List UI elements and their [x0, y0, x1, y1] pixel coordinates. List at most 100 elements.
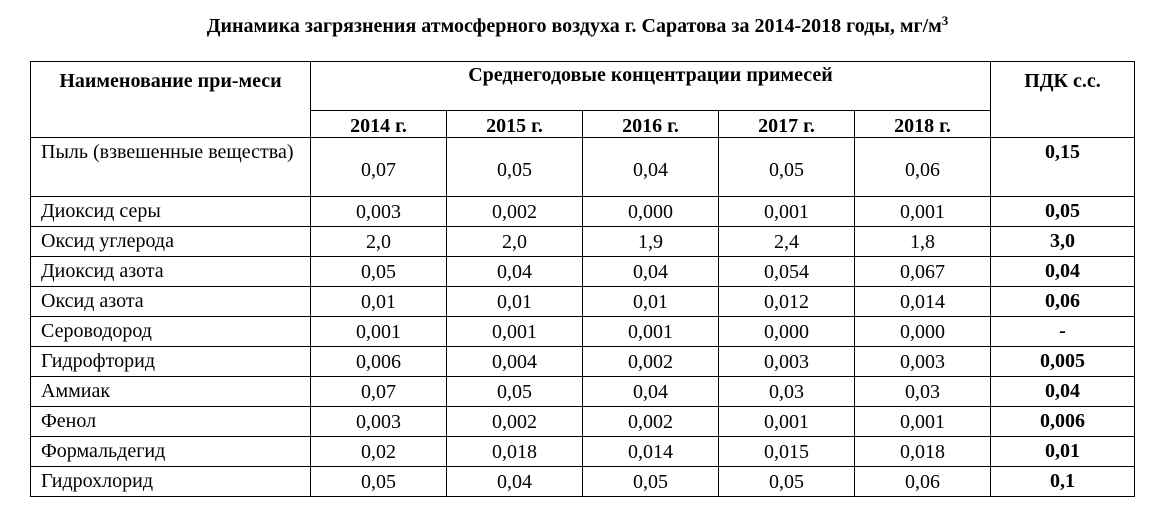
concentration-cell: 0,000 [853, 316, 992, 347]
concentration-cell: 1,8 [853, 226, 992, 257]
concentration-cell: 0,001 [718, 196, 855, 227]
concentration-cell: 0,003 [853, 346, 992, 377]
table-row: Оксид азота 0,01 0,01 0,01 0,012 0,014 0,06 [30, 286, 1136, 317]
concentration-cell: 0,004 [446, 346, 583, 377]
concentration-cell: 0,002 [582, 406, 719, 437]
pdk-cell: 0,04 [990, 376, 1136, 407]
concentration-cell: 0,05 [718, 137, 855, 197]
concentration-cell: 0,07 [310, 376, 447, 407]
substance-name-cell: Оксид углерода [30, 226, 311, 257]
concentration-cell: 0,02 [310, 436, 447, 467]
concentration-cell: 0,01 [446, 286, 583, 317]
concentration-cell: 0,003 [718, 346, 855, 377]
concentration-cell: 0,014 [853, 286, 992, 317]
concentration-cell: 0,04 [582, 137, 719, 197]
concentration-cell: 0,05 [446, 376, 583, 407]
pdk-cell: 0,15 [990, 137, 1136, 197]
substance-name-cell: Сероводород [30, 316, 311, 347]
concentration-cell: 0,054 [718, 256, 855, 287]
table-row: Гидрохлорид 0,05 0,04 0,05 0,05 0,06 0,1 [30, 466, 1136, 497]
pollution-table: Наименование при-меси Среднегодовые конц… [30, 61, 1136, 497]
header-substance-name: Наименование при-меси [30, 61, 311, 138]
table-row: Фенол 0,003 0,002 0,002 0,001 0,001 0,006 [30, 406, 1136, 437]
substance-name-cell: Пыль (взвешенные вещества) [30, 137, 311, 197]
concentration-cell: 0,000 [582, 196, 719, 227]
pdk-cell: 3,0 [990, 226, 1136, 257]
concentration-cell: 0,012 [718, 286, 855, 317]
pdk-cell: 0,005 [990, 346, 1136, 377]
substance-name-cell: Гидрофторид [30, 346, 311, 377]
concentration-cell: 0,015 [718, 436, 855, 467]
concentration-cell: 0,001 [853, 406, 992, 437]
header-year: 2015 г. [446, 110, 583, 138]
header-row-years: 2014 г. 2015 г. 2016 г. 2017 г. 2018 г. [31, 110, 1135, 138]
concentration-cell: 0,06 [853, 466, 992, 497]
table-row: Формальдегид 0,02 0,018 0,014 0,015 0,018 0,01 [30, 436, 1136, 467]
concentration-cell: 2,4 [718, 226, 855, 257]
concentration-cell: 0,003 [310, 196, 447, 227]
header-year: 2016 г. [582, 110, 719, 138]
pdk-cell: 0,04 [990, 256, 1136, 287]
header-annual-concentrations: Среднегодовые концентрации примесей [309, 61, 992, 111]
substance-name-cell: Фенол [30, 406, 311, 437]
pdk-cell: 0,01 [990, 436, 1136, 467]
title-text: Динамика загрязнения атмосферного воздух… [206, 15, 942, 37]
concentration-cell: 0,04 [582, 376, 719, 407]
concentration-cell: 0,018 [446, 436, 583, 467]
concentration-cell: 0,04 [446, 466, 583, 497]
concentration-cell: 0,000 [718, 316, 855, 347]
concentration-cell: 0,05 [310, 256, 447, 287]
concentration-cell: 0,003 [310, 406, 447, 437]
substance-name-cell: Формальдегид [30, 436, 311, 467]
concentration-cell: 1,9 [582, 226, 719, 257]
concentration-cell: 0,05 [310, 466, 447, 497]
header-year: 2014 г. [310, 110, 447, 138]
substance-name-cell: Оксид азота [30, 286, 311, 317]
concentration-cell: 0,002 [446, 196, 583, 227]
concentration-cell: 0,001 [718, 406, 855, 437]
concentration-cell: 0,05 [582, 466, 719, 497]
concentration-cell: 0,03 [718, 376, 855, 407]
concentration-cell: 0,05 [718, 466, 855, 497]
concentration-cell: 2,0 [446, 226, 583, 257]
substance-name-cell: Диоксид серы [30, 196, 311, 227]
header-pdk: ПДК с.с. [990, 61, 1136, 138]
concentration-cell: 0,002 [582, 346, 719, 377]
concentration-cell: 0,006 [310, 346, 447, 377]
concentration-cell: 0,03 [853, 376, 992, 407]
pdk-cell: 0,06 [990, 286, 1136, 317]
substance-name-cell: Гидрохлорид [30, 466, 311, 497]
pdk-cell: 0,006 [990, 406, 1136, 437]
table-row: Оксид углерода 2,0 2,0 1,9 2,4 1,8 3,0 [30, 226, 1136, 257]
table-title: Динамика загрязнения атмосферного воздух… [0, 14, 1155, 38]
concentration-cell: 0,04 [582, 256, 719, 287]
concentration-cell: 0,067 [853, 256, 992, 287]
concentration-cell: 0,06 [853, 137, 992, 197]
concentration-cell: 0,001 [310, 316, 447, 347]
substance-name-cell: Аммиак [30, 376, 311, 407]
concentration-cell: 0,04 [446, 256, 583, 287]
table-row: Сероводород 0,001 0,001 0,001 0,000 0,000- [30, 316, 1136, 347]
concentration-cell: 0,014 [582, 436, 719, 467]
substance-name-cell: Диоксид азота [30, 256, 311, 287]
table-row: Диоксид серы 0,003 0,002 0,000 0,001 0,001 0,0… [30, 196, 1136, 227]
table-row: Аммиак 0,07 0,05 0,04 0,03 0,03 0,04 [30, 376, 1136, 407]
header-row-top: Наименование при-меси Среднегодовые конц… [30, 61, 1136, 138]
concentration-cell: 0,001 [853, 196, 992, 227]
concentration-cell: 0,002 [446, 406, 583, 437]
concentration-cell: 0,01 [310, 286, 447, 317]
concentration-cell: 0,05 [446, 137, 583, 197]
header-year: 2018 г. [853, 110, 992, 138]
concentration-cell: 0,001 [582, 316, 719, 347]
table-row: Гидрофторид 0,006 0,004 0,002 0,003 0,003 0,00… [30, 346, 1136, 377]
pdk-cell: 0,1 [990, 466, 1136, 497]
concentration-cell: 0,07 [310, 137, 447, 197]
table-row: Пыль (взвешенные вещества) 0,07 0,05 0,04 0,… [30, 137, 1136, 197]
table-row: Диоксид азота 0,05 0,04 0,04 0,054 0,067 0,04 [30, 256, 1136, 287]
concentration-cell: 0,001 [446, 316, 583, 347]
pdk-cell: 0,05 [990, 196, 1136, 227]
title-superscript: 3 [941, 13, 949, 28]
concentration-cell: 2,0 [310, 226, 447, 257]
concentration-cell: 0,01 [582, 286, 719, 317]
header-year: 2017 г. [718, 110, 855, 138]
